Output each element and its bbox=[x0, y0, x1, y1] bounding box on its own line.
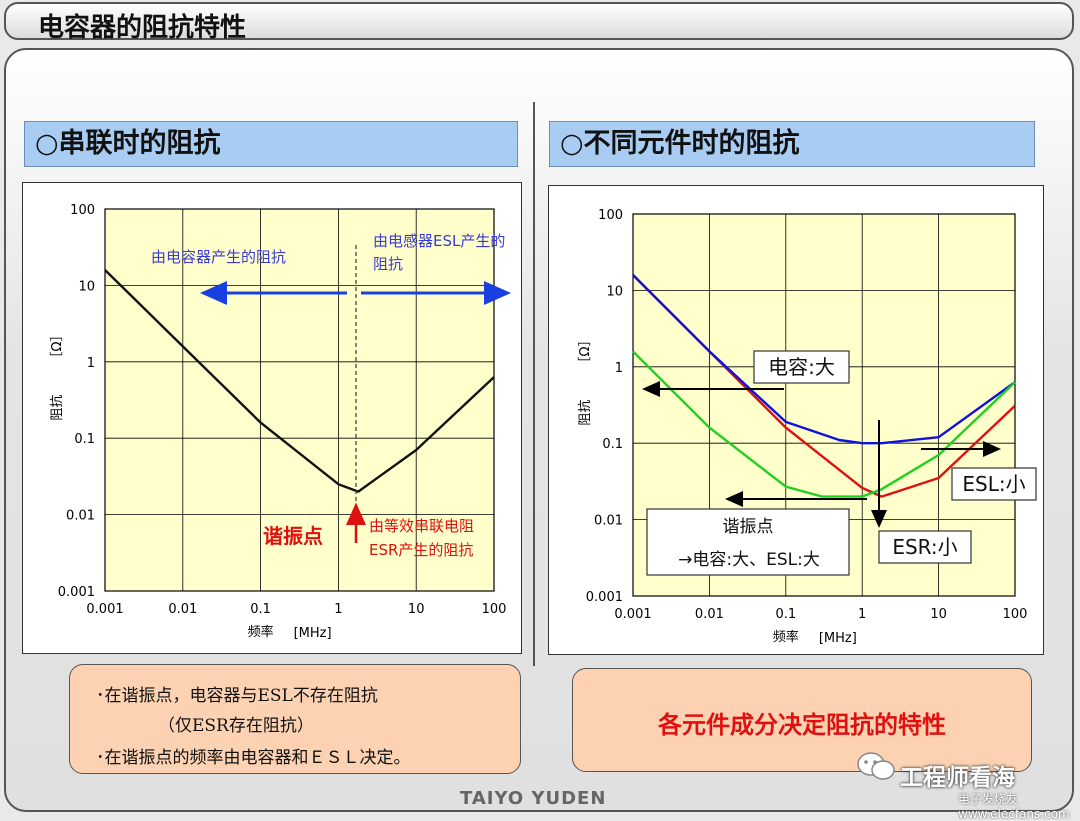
annotation-resonance: 谐振点 bbox=[263, 524, 323, 548]
esl-small-text: ESL:小 bbox=[962, 472, 1025, 496]
resonance-box-line2: →电容:大、ESL:大 bbox=[678, 550, 820, 570]
x-tick-label: 100 bbox=[1003, 607, 1028, 622]
x-axis-label: 频率 bbox=[248, 624, 274, 640]
y-tick-label: 0.001 bbox=[58, 585, 95, 600]
y-tick-label: 0.01 bbox=[594, 514, 623, 529]
watermark-text: 工程师看海 bbox=[900, 765, 1015, 791]
annotation-capacitor: 由电容器产生的阻抗 bbox=[151, 248, 286, 266]
x-axis-unit: [MHz] bbox=[819, 631, 857, 646]
left-note-box: ･在谐振点，电容器与ESL不存在阻抗 （仅ESR存在阻抗） ･在谐振点的频率由电… bbox=[69, 664, 521, 774]
left-impedance-chart: 100 10 1 0.1 0.01 0.001 0.001 0.01 0.1 1 10 100 频率 [M… bbox=[50, 203, 511, 641]
esr-small-box bbox=[878, 530, 972, 564]
column-divider bbox=[533, 102, 535, 666]
annotation-esr-2: ESR产生的阻抗 bbox=[369, 541, 473, 559]
left-section-heading: ○串联时的阻抗 bbox=[24, 121, 518, 167]
y-tick-label: 100 bbox=[70, 203, 95, 218]
x-tick-label: 1 bbox=[334, 602, 342, 617]
y-tick-label: 0.01 bbox=[66, 509, 95, 524]
annotation-esr-1: 由等效串联电阻 bbox=[369, 517, 474, 535]
cap-large-box bbox=[753, 350, 850, 384]
y-axis-unit: ［Ω］ bbox=[578, 334, 593, 370]
watermark-site: 电子发烧友 www.elecfans.com bbox=[958, 792, 1070, 821]
note-line-3: ･在谐振点的频率由电容器和ＥＳＬ决定。 bbox=[96, 748, 411, 768]
x-tick-label: 0.001 bbox=[614, 607, 651, 622]
y-axis-label: 阻抗 bbox=[578, 400, 593, 426]
annotation-esl-2: 阻抗 bbox=[373, 255, 403, 273]
note-line-2: （仅ESR存在阻抗） bbox=[158, 716, 314, 736]
x-tick-label: 10 bbox=[930, 607, 947, 622]
series-line-0 bbox=[104, 269, 495, 493]
resonance-box-line1: 谐振点 bbox=[723, 517, 774, 537]
plot-area bbox=[104, 208, 495, 592]
resonance-box bbox=[646, 508, 850, 576]
x-tick-label: 10 bbox=[408, 602, 425, 617]
x-tick-label: 0.01 bbox=[695, 607, 724, 622]
y-tick-label: 0.001 bbox=[586, 590, 623, 605]
x-axis-label: 频率 bbox=[773, 629, 799, 645]
x-tick-label: 100 bbox=[482, 602, 507, 617]
x-tick-label: 0.1 bbox=[775, 607, 796, 622]
chat-icon bbox=[857, 752, 895, 780]
y-tick-label: 0.1 bbox=[74, 432, 95, 447]
right-impedance-chart: 100 10 1 0.1 0.01 0.001 0.001 0.01 0.1 1 10 100 频率 [M… bbox=[578, 208, 1037, 646]
right-chart-frame: 100 10 1 0.1 0.01 0.001 0.001 0.01 0.1 1 10 100 频率 [M… bbox=[548, 185, 1044, 655]
brand-logo: TAIYO YUDEN bbox=[460, 788, 607, 809]
esl-small-box bbox=[951, 467, 1037, 501]
y-tick-label: 100 bbox=[598, 208, 623, 223]
x-tick-label: 0.01 bbox=[168, 602, 197, 617]
title-bar: 电容器的阻抗特性 bbox=[4, 2, 1074, 43]
x-axis-unit: [MHz] bbox=[294, 626, 332, 641]
note-line-1: ･在谐振点，电容器与ESL不存在阻抗 bbox=[96, 686, 378, 706]
right-note-box: 各元件成分决定阻抗的特性 bbox=[572, 668, 1032, 772]
x-tick-label: 1 bbox=[858, 607, 866, 622]
right-section-heading: ○不同元件时的阻抗 bbox=[549, 121, 1035, 167]
y-axis-unit: ［Ω］ bbox=[50, 329, 65, 365]
x-tick-label: 0.001 bbox=[86, 602, 123, 617]
y-axis-label: 阻抗 bbox=[50, 395, 65, 421]
y-tick-label: 10 bbox=[606, 284, 623, 299]
x-tick-label: 0.1 bbox=[250, 602, 271, 617]
series-line-1 bbox=[632, 274, 1016, 445]
series-line-2 bbox=[632, 350, 1016, 498]
cap-large-text: 电容:大 bbox=[768, 355, 835, 379]
esr-small-text: ESR:小 bbox=[892, 535, 957, 559]
y-tick-label: 1 bbox=[87, 356, 95, 371]
y-tick-label: 0.1 bbox=[602, 437, 623, 452]
left-chart-frame: 100 10 1 0.1 0.01 0.001 0.001 0.01 0.1 1 10 100 频率 [M… bbox=[22, 182, 522, 654]
y-tick-label: 1 bbox=[615, 361, 623, 376]
y-tick-label: 10 bbox=[78, 279, 95, 294]
annotation-esl-1: 由电感器ESL产生的 bbox=[373, 232, 505, 250]
right-note-text: 各元件成分决定阻抗的特性 bbox=[658, 711, 946, 739]
page-title: 电容器的阻抗特性 bbox=[38, 13, 247, 43]
